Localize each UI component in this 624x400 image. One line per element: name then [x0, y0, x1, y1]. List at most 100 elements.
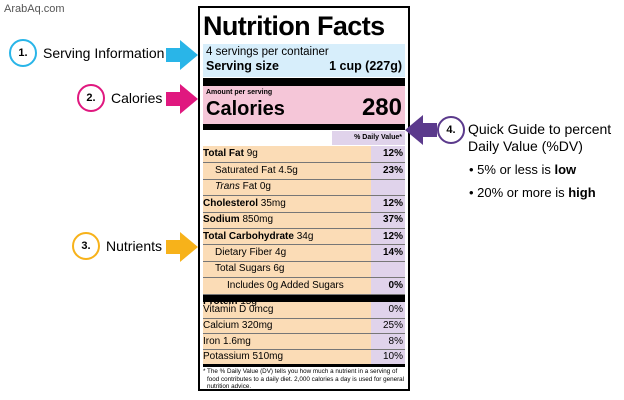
nutrient-name: Sodium 850mg [203, 213, 273, 227]
guide-high: • 20% or more is high [469, 185, 596, 200]
purple-arrow-icon [405, 115, 437, 145]
nutrient-name: Total Fat 9g [203, 147, 258, 161]
nutrient-row: Protein 15g [203, 293, 405, 310]
servings-per-container: 4 servings per container [206, 46, 329, 58]
vitamin-daily-value: 0% [388, 304, 403, 316]
nutrient-name: Trans Fat 0g [215, 180, 271, 194]
callout-serving-information: 1. Serving Information [9, 39, 164, 67]
nutrient-name: Total Sugars 6g [215, 262, 285, 276]
vitamin-name: Iron 1.6mg [203, 335, 251, 347]
nutrient-row: Total Sugars 6g [203, 260, 405, 277]
vitamin-name: Vitamin D 0mcg [203, 304, 274, 316]
callout-nutrients: 3. Nutrients [72, 232, 162, 260]
nutrient-bold-name: Cholesterol [203, 197, 259, 209]
nutrient-row: Dietary Fiber 4g 14% [203, 244, 405, 260]
callout-number-1: 1. [9, 39, 37, 67]
nutrient-daily-value: 14% [382, 247, 403, 259]
nutrient-amount: Saturated Fat 4.5g [215, 165, 298, 177]
nutrient-bold-name: Total Fat [203, 148, 244, 160]
nutrient-row: Sodium 850mg 37% [203, 211, 405, 228]
nutrient-daily-value: 12% [382, 230, 403, 242]
nutrient-amount: Dietary Fiber 4g [215, 247, 287, 259]
blue-arrow-icon [166, 40, 198, 70]
amount-per-serving: Amount per serving [206, 89, 273, 96]
footnote-star: * [203, 368, 206, 375]
nutrient-daily-value: 12% [382, 197, 403, 209]
quick-guide-title-line-2: Daily Value (%DV) [468, 138, 583, 154]
calories-section: Amount per serving Calories 280 [203, 86, 405, 124]
nutrient-amount: 35mg [258, 197, 286, 209]
callout-text-2: Calories [111, 90, 163, 106]
guide-high-word: high [568, 185, 596, 200]
footnote-divider [203, 364, 405, 367]
guide-high-prefix: • 20% or more is [469, 185, 569, 200]
footnote: * The % Daily Value (DV) tells you how m… [203, 368, 405, 391]
orange-arrow-icon [166, 232, 198, 262]
thick-divider-vitamins [203, 294, 405, 302]
vitamin-daily-value: 25% [382, 320, 403, 332]
calories-label: Calories [206, 98, 285, 120]
nutrient-amount: 850mg [239, 214, 274, 226]
daily-value-header: % Daily Value* [332, 131, 405, 145]
nutrient-row: Cholesterol 35mg 12% [203, 195, 405, 211]
callout-daily-value: 4. [437, 116, 465, 144]
vitamin-daily-value: 8% [388, 335, 403, 347]
nutrient-row: Includes 0g Added Sugars 0% [203, 277, 405, 293]
nutrient-amount: Fat 0g [239, 181, 271, 193]
quick-guide-title: Quick Guide to percent Daily Value (%DV) [468, 121, 611, 155]
serving-size-row: Serving size 1 cup (227g) [206, 59, 402, 74]
nutrients-section: Total Fat 9g 12% Saturated Fat 4.5g 23% Tran… [203, 146, 405, 307]
callout-number-3: 3. [72, 232, 100, 260]
pink-arrow-icon [166, 84, 198, 114]
vitamin-row: Calcium 320mg 25% [203, 317, 405, 334]
serving-size-value: 1 cup (227g) [329, 59, 402, 73]
nutrient-daily-value: 0% [388, 279, 403, 291]
vitamin-name: Calcium 320mg [203, 320, 273, 332]
nutrient-row: Trans Fat 0g [203, 178, 405, 195]
nutrient-name: Cholesterol 35mg [203, 197, 286, 211]
nutrient-bold-name: Protein [203, 296, 238, 308]
callout-text-1: Serving Information [43, 45, 165, 61]
nutrient-bold-name: Sodium [203, 214, 240, 226]
callout-text-3: Nutrients [106, 238, 163, 254]
serving-size-label: Serving size [206, 59, 279, 73]
vitamin-row: Vitamin D 0mcg 0% [203, 302, 405, 318]
nutrient-name: Includes 0g Added Sugars [227, 279, 344, 293]
watermark: ArabAq.com [4, 3, 65, 15]
nutrient-amount: 9g [243, 148, 258, 160]
vitamin-row: Potassium 510mg 10% [203, 348, 405, 365]
nutrition-facts-label: Nutrition Facts 4 servings per container… [198, 6, 410, 391]
nutrient-amount: Total Sugars 6g [215, 263, 285, 275]
callout-calories: 2. Calories [77, 84, 162, 112]
daily-value-header-row: % Daily Value* [203, 131, 405, 145]
nutrient-amount: Includes 0g Added Sugars [227, 279, 344, 291]
callout-number-4: 4. [437, 116, 465, 144]
nutrient-daily-value: 37% [382, 214, 403, 226]
quick-guide-title-line-1: Quick Guide to percent [468, 121, 612, 137]
nutrient-bold-name: Total Carbohydrate [203, 230, 294, 242]
nutrient-daily-value: 12% [382, 148, 403, 160]
vitamin-row: Iron 1.6mg 8% [203, 333, 405, 349]
label-title: Nutrition Facts [203, 11, 385, 41]
vitamins-section: Vitamin D 0mcg 0% Calcium 320mg 25% Iron 1.6… [203, 302, 405, 364]
guide-low-prefix: • 5% or less is [469, 162, 555, 177]
vitamin-name: Potassium 510mg [203, 351, 284, 363]
nutrient-italic-name: Trans [215, 181, 240, 193]
footnote-text: The % Daily Value (DV) tells you how muc… [207, 368, 405, 391]
nutrient-amount: 15g [237, 296, 257, 308]
nutrient-row: Total Carbohydrate 34g 12% [203, 227, 405, 244]
nutrient-name: Protein 15g [203, 295, 257, 309]
calories-row: Calories 280 [206, 94, 402, 121]
callout-number-2: 2. [77, 84, 105, 112]
guide-low-word: low [554, 162, 577, 177]
nutrient-row: Saturated Fat 4.5g 23% [203, 162, 405, 178]
nutrient-name: Saturated Fat 4.5g [215, 164, 298, 178]
calories-value: 280 [361, 94, 402, 121]
thick-divider [203, 78, 405, 86]
nutrient-daily-value: 23% [382, 165, 403, 177]
nutrient-name: Dietary Fiber 4g [215, 246, 286, 260]
nutrient-name: Total Carbohydrate 34g [203, 230, 313, 244]
nutrient-row: Total Fat 9g 12% [203, 146, 405, 162]
guide-low: • 5% or less is low [469, 162, 576, 177]
vitamin-daily-value: 10% [382, 351, 403, 363]
